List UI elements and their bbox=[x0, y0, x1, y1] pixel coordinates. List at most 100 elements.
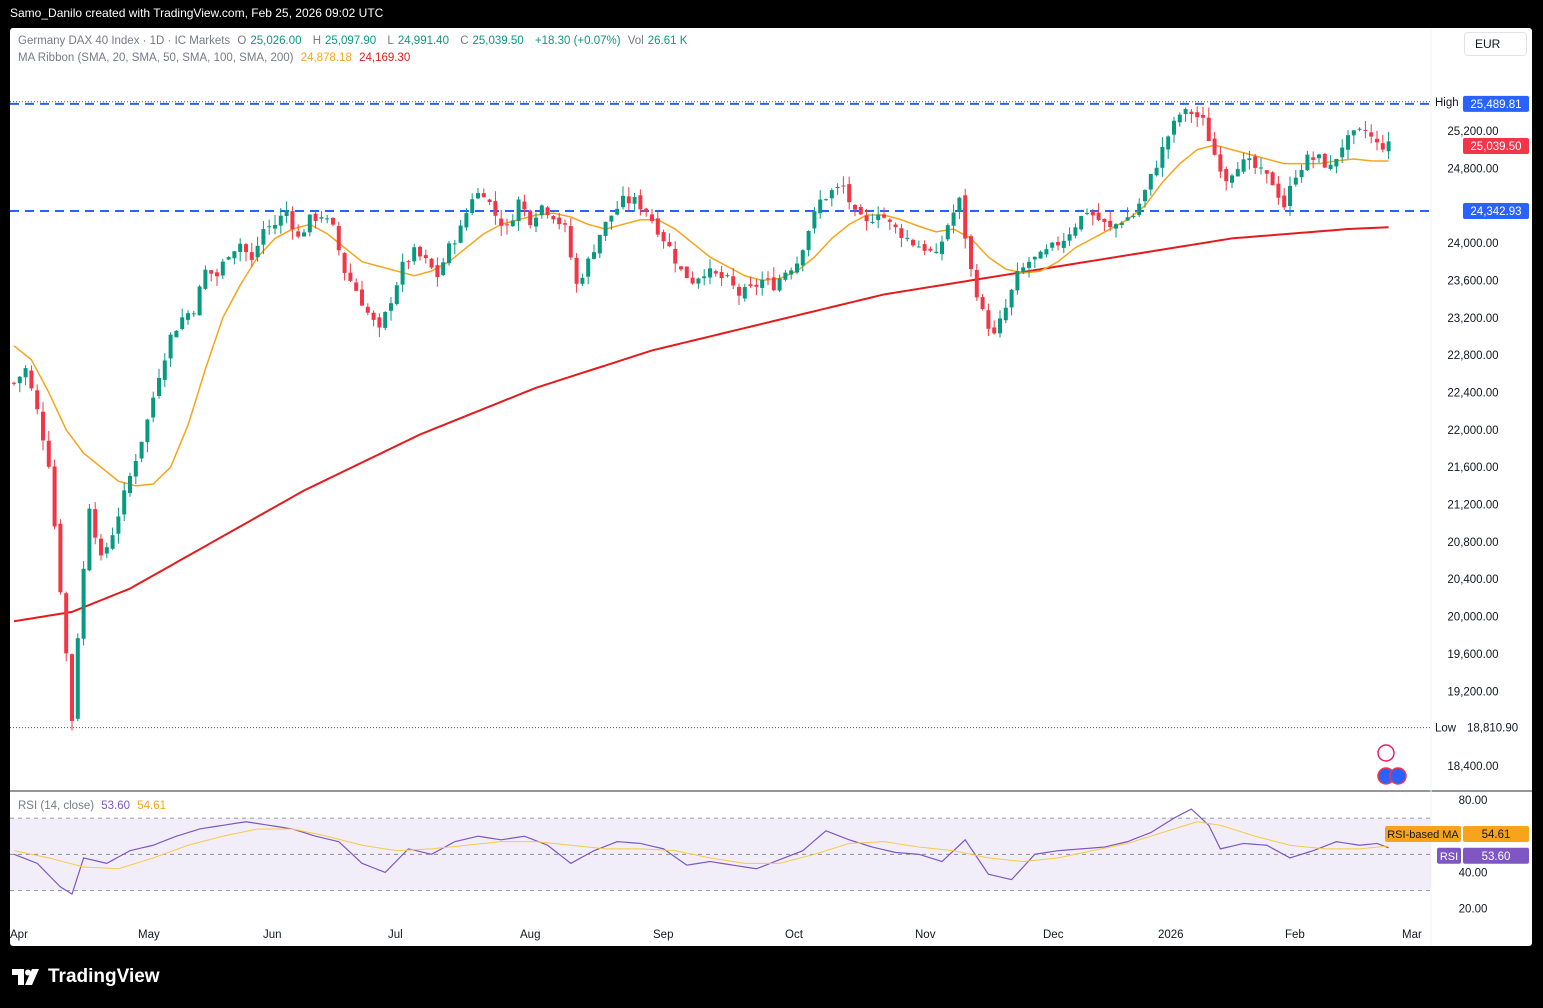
candle[interactable] bbox=[737, 286, 741, 296]
last-price-badge[interactable] bbox=[1463, 137, 1529, 154]
candle[interactable] bbox=[1137, 203, 1142, 216]
candle[interactable] bbox=[52, 466, 57, 527]
candle[interactable] bbox=[1311, 157, 1316, 160]
candle[interactable] bbox=[1195, 112, 1200, 118]
candle[interactable] bbox=[493, 201, 498, 216]
candle[interactable] bbox=[632, 196, 637, 204]
candle[interactable] bbox=[1085, 212, 1089, 214]
candle[interactable] bbox=[215, 272, 219, 277]
candle[interactable] bbox=[81, 568, 86, 639]
candle[interactable] bbox=[481, 193, 486, 198]
candle[interactable] bbox=[1108, 220, 1113, 228]
candle[interactable] bbox=[122, 490, 127, 515]
candle[interactable] bbox=[597, 234, 602, 254]
candle[interactable] bbox=[1351, 130, 1356, 136]
candle[interactable] bbox=[394, 285, 399, 305]
candle[interactable] bbox=[534, 217, 538, 227]
candle[interactable] bbox=[1003, 307, 1008, 321]
candle[interactable] bbox=[261, 229, 266, 245]
candle[interactable] bbox=[644, 208, 649, 213]
candle[interactable] bbox=[1299, 169, 1304, 178]
candle[interactable] bbox=[1288, 185, 1292, 207]
candle[interactable] bbox=[847, 184, 852, 203]
candle[interactable] bbox=[209, 270, 214, 274]
candle[interactable] bbox=[1021, 267, 1026, 273]
candle[interactable] bbox=[64, 593, 69, 654]
candle[interactable] bbox=[452, 243, 457, 245]
candle[interactable] bbox=[1253, 156, 1258, 168]
candle[interactable] bbox=[580, 277, 585, 284]
candle[interactable] bbox=[928, 248, 933, 251]
candle[interactable] bbox=[603, 221, 608, 236]
candle[interactable] bbox=[1189, 111, 1194, 115]
candle[interactable] bbox=[621, 195, 625, 208]
candle[interactable] bbox=[244, 244, 248, 253]
candle[interactable] bbox=[545, 207, 550, 216]
candle[interactable] bbox=[986, 310, 991, 329]
candle[interactable] bbox=[383, 312, 388, 328]
candle[interactable] bbox=[360, 289, 364, 306]
candle[interactable] bbox=[963, 195, 968, 239]
candle[interactable] bbox=[1369, 132, 1374, 137]
candle[interactable] bbox=[974, 269, 979, 298]
candle[interactable] bbox=[766, 278, 770, 280]
candle[interactable] bbox=[1102, 218, 1107, 223]
currency-selector[interactable]: EUR bbox=[1464, 32, 1527, 56]
candle[interactable] bbox=[1259, 167, 1263, 169]
candle[interactable] bbox=[864, 215, 869, 222]
rsi-series-0[interactable] bbox=[13, 808, 1389, 896]
candle[interactable] bbox=[302, 232, 306, 237]
candle[interactable] bbox=[46, 440, 51, 467]
candle[interactable] bbox=[197, 286, 202, 316]
candle[interactable] bbox=[447, 243, 451, 264]
candle[interactable] bbox=[307, 214, 312, 233]
lightning-event-icon[interactable] bbox=[1377, 744, 1395, 762]
candle[interactable] bbox=[1119, 222, 1124, 225]
candle[interactable] bbox=[1241, 159, 1246, 172]
candle[interactable] bbox=[609, 215, 614, 222]
candle[interactable] bbox=[1067, 234, 1072, 241]
candle[interactable] bbox=[516, 199, 521, 222]
ma20-line[interactable] bbox=[13, 144, 1389, 487]
candle[interactable] bbox=[93, 509, 98, 538]
candle[interactable] bbox=[1328, 164, 1333, 169]
candle[interactable] bbox=[980, 297, 985, 310]
candle[interactable] bbox=[998, 318, 1002, 334]
candle[interactable] bbox=[713, 271, 718, 274]
candle[interactable] bbox=[186, 313, 190, 320]
candle[interactable] bbox=[992, 327, 997, 334]
candle[interactable] bbox=[945, 225, 950, 240]
candle[interactable] bbox=[638, 195, 643, 210]
candle[interactable] bbox=[220, 261, 225, 276]
candle[interactable] bbox=[1038, 251, 1043, 259]
candle[interactable] bbox=[157, 377, 161, 396]
candle[interactable] bbox=[1154, 167, 1159, 176]
candle[interactable] bbox=[1073, 227, 1078, 236]
candle[interactable] bbox=[412, 247, 417, 262]
candle[interactable] bbox=[760, 279, 765, 288]
candle[interactable] bbox=[87, 508, 92, 571]
candle[interactable] bbox=[418, 246, 422, 257]
candle[interactable] bbox=[626, 196, 631, 204]
rsi-title[interactable]: RSI (14, close) bbox=[18, 800, 95, 812]
candle[interactable] bbox=[905, 237, 910, 239]
candle[interactable] bbox=[702, 276, 707, 279]
candle[interactable] bbox=[1247, 158, 1252, 161]
candle[interactable] bbox=[887, 219, 892, 222]
candle[interactable] bbox=[1148, 173, 1153, 190]
candle[interactable] bbox=[876, 214, 881, 220]
candle[interactable] bbox=[476, 193, 480, 199]
candle[interactable] bbox=[853, 204, 857, 210]
candle[interactable] bbox=[748, 284, 753, 287]
candle[interactable] bbox=[255, 245, 260, 258]
candle[interactable] bbox=[777, 278, 782, 291]
candle[interactable] bbox=[922, 244, 927, 251]
chart-frame[interactable]: 25,200.00 24,800.00 24,000.00 23,600.00 23,2… bbox=[10, 28, 1532, 946]
candle[interactable] bbox=[1056, 242, 1060, 246]
candle[interactable] bbox=[319, 217, 324, 219]
candle[interactable] bbox=[650, 214, 654, 222]
candle[interactable] bbox=[423, 255, 428, 259]
candle[interactable] bbox=[696, 278, 701, 284]
candle[interactable] bbox=[249, 252, 254, 260]
candle[interactable] bbox=[1079, 216, 1084, 230]
